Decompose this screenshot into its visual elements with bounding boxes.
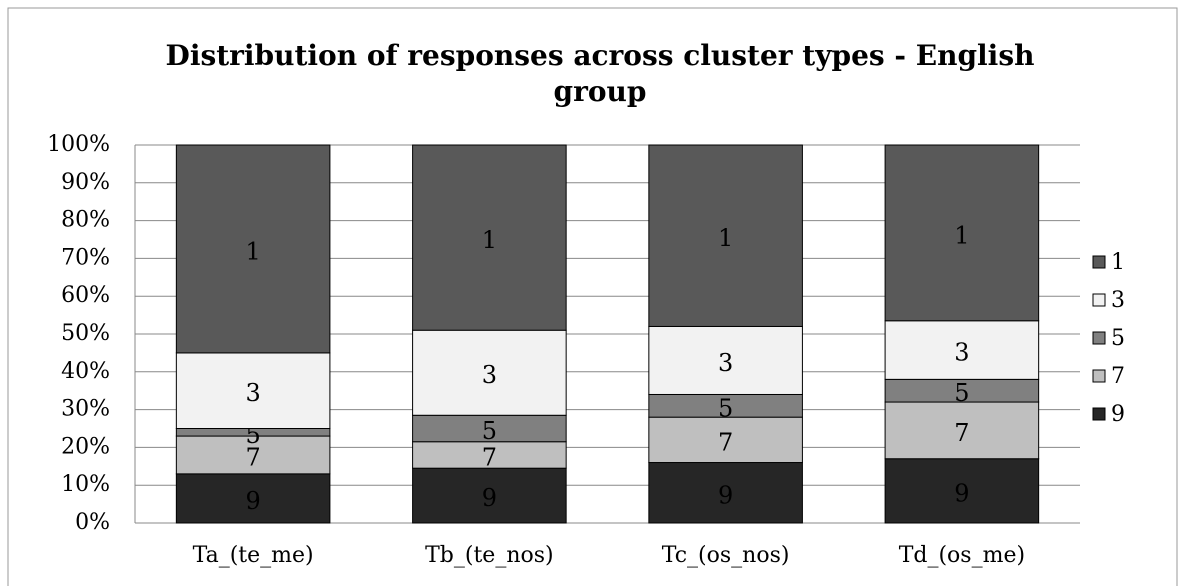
bar-segment	[412, 144, 567, 331]
data-label: 1	[954, 221, 969, 249]
data-label: 7	[954, 419, 969, 447]
data-label: 1	[245, 237, 260, 265]
data-label: 7	[718, 428, 733, 456]
bar-segment	[175, 144, 331, 354]
y-tick-label: 30%	[61, 397, 110, 422]
y-tick-label: 50%	[61, 321, 110, 346]
chart-border	[7, 7, 1178, 586]
y-tick-label: 70%	[61, 245, 110, 270]
legend-label: 1	[1111, 250, 1125, 275]
bar-segment	[884, 401, 1040, 460]
y-tick-label: 10%	[61, 472, 110, 497]
bar-segment	[412, 329, 567, 416]
data-label: 3	[954, 339, 969, 367]
bar-segment	[175, 435, 331, 475]
y-tick-label: 20%	[61, 434, 110, 459]
bar-segment	[884, 144, 1040, 322]
x-tick-label: Tb_(te_nos)	[425, 543, 554, 568]
chart-title: Distribution of responses across cluster…	[165, 39, 1035, 108]
data-label: 7	[245, 443, 260, 471]
data-label: 3	[245, 379, 260, 407]
data-label: 9	[482, 484, 497, 512]
bar-segment	[412, 441, 567, 469]
y-tick-label: 100%	[47, 132, 110, 157]
legend-label: 3	[1111, 288, 1125, 313]
legend-swatch	[1092, 293, 1106, 307]
legend-label: 9	[1111, 402, 1125, 427]
data-label: 1	[718, 224, 733, 252]
data-label: 1	[482, 226, 497, 254]
bar-segment	[175, 473, 331, 524]
legend-swatch	[1092, 331, 1106, 345]
data-label: 5	[718, 394, 733, 422]
data-label: 9	[718, 481, 733, 509]
y-tick-label: 80%	[61, 208, 110, 233]
bar-segment	[648, 416, 803, 464]
y-tick-label: 60%	[61, 283, 110, 308]
data-label: 9	[245, 487, 260, 515]
data-label: 9	[954, 479, 969, 507]
y-tick-label: 40%	[61, 359, 110, 384]
y-tick-label: 0%	[75, 510, 110, 535]
bar-segment	[412, 467, 567, 524]
bar-segment	[648, 144, 803, 327]
legend-label: 7	[1111, 364, 1125, 389]
data-label: 5	[954, 379, 969, 407]
legend-swatch	[1092, 407, 1106, 421]
bar-segment	[648, 462, 803, 524]
data-label: 5	[482, 417, 497, 445]
legend-swatch	[1092, 255, 1106, 269]
legend-swatch	[1092, 369, 1106, 383]
data-label: 3	[718, 349, 733, 377]
y-tick-label: 90%	[61, 170, 110, 195]
x-tick-label: Td_(os_me)	[899, 543, 1025, 568]
data-label: 7	[482, 443, 497, 471]
bar-segment	[648, 325, 803, 395]
x-tick-label: Tc_(os_nos)	[662, 543, 790, 568]
legend-label: 5	[1111, 326, 1125, 351]
x-tick-label: Ta_(te_me)	[193, 543, 314, 568]
data-label: 3	[482, 361, 497, 389]
bar-segment	[412, 414, 567, 443]
